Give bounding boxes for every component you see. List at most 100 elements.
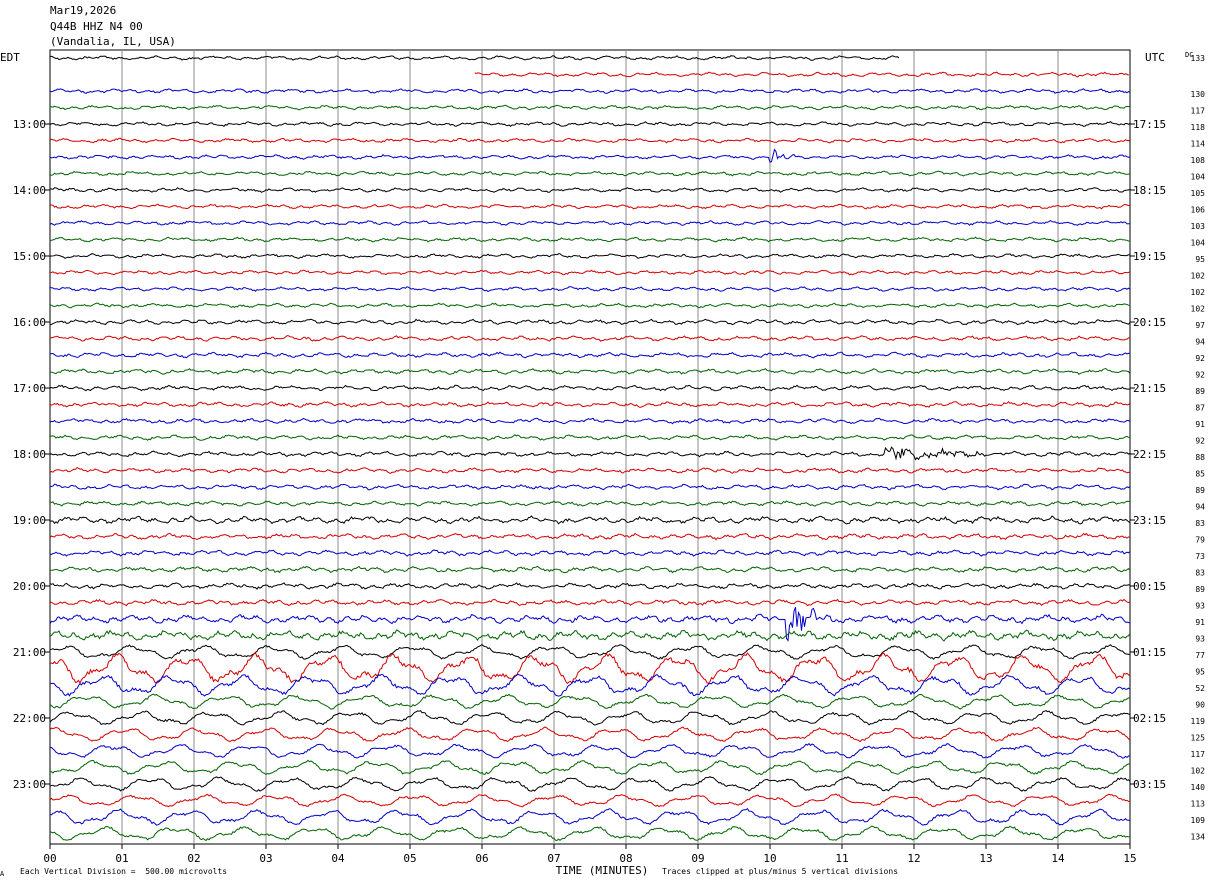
dc-offset-label: 94 (1195, 503, 1205, 512)
dc-offset-label: 103 (1191, 222, 1206, 231)
edt-hour-label: 19:00 (13, 514, 46, 527)
station-location: (Vandalia, IL, USA) (50, 35, 176, 48)
edt-hour-label: 14:00 (13, 184, 46, 197)
dc-offset-label: 92 (1195, 354, 1205, 363)
seismic-trace (49, 286, 1131, 293)
dc-offset-label: 91 (1195, 420, 1205, 429)
seismic-trace (49, 793, 1131, 808)
clip-note: Traces clipped at plus/minus 5 vertical … (662, 867, 899, 876)
seismic-trace (49, 446, 1131, 461)
seismic-trace (49, 219, 1130, 226)
dc-offset-label: 105 (1191, 189, 1206, 198)
edt-hour-label: 15:00 (13, 250, 46, 263)
seismic-trace (49, 400, 1131, 408)
dc-offset-label: 87 (1195, 404, 1205, 413)
seismic-trace (49, 269, 1131, 276)
dc-offset-label: 89 (1195, 387, 1205, 396)
x-tick-label: 00 (43, 852, 56, 865)
utc-hour-label: 03:15 (1133, 778, 1166, 791)
seismic-trace (49, 120, 1131, 127)
x-tick-label: 06 (475, 852, 488, 865)
dc-offset-label: 119 (1191, 717, 1206, 726)
x-tick-label: 09 (691, 852, 704, 865)
dc-offset-label: 102 (1191, 272, 1206, 281)
dc-offset-label: 140 (1191, 783, 1206, 792)
seismic-trace (49, 302, 1131, 309)
seismic-trace (49, 384, 1131, 392)
seismic-trace (49, 759, 1131, 776)
station-code: Q44B HHZ N4 00 (50, 20, 143, 33)
seismic-trace (49, 55, 900, 61)
dc-offset-label: 104 (1191, 239, 1206, 248)
seismic-trace (49, 318, 1131, 326)
seismic-trace (49, 483, 1131, 491)
seismic-trace (49, 726, 1131, 743)
seismic-trace (49, 742, 1131, 759)
dc-label: DC (1185, 51, 1193, 59)
dc-offset-label: 83 (1195, 569, 1205, 578)
dc-offset-label: 130 (1191, 90, 1206, 99)
dc-offset-label: 92 (1195, 371, 1205, 380)
x-tick-label: 05 (403, 852, 416, 865)
seismic-trace (49, 710, 1131, 726)
dc-offset-label: 93 (1195, 635, 1205, 644)
seismic-trace (49, 434, 1131, 441)
edt-hour-label: 16:00 (13, 316, 46, 329)
dc-offset-label: 113 (1191, 800, 1206, 809)
utc-hour-label: 01:15 (1133, 646, 1166, 659)
dc-offset-label: 90 (1195, 701, 1205, 710)
dc-offset-label: 102 (1191, 288, 1206, 297)
dc-offset-label: 79 (1195, 536, 1205, 545)
seismic-trace (49, 607, 1131, 642)
dc-offset-label: 83 (1195, 519, 1205, 528)
edt-hour-label: 20:00 (13, 580, 46, 593)
x-tick-label: 14 (1051, 852, 1065, 865)
x-tick-label: 12 (907, 852, 920, 865)
seismic-trace (49, 417, 1131, 425)
x-tick-label: 01 (115, 852, 128, 865)
x-tick-label: 08 (619, 852, 632, 865)
seismic-trace (49, 252, 1130, 259)
dc-offset-label: 95 (1195, 255, 1205, 264)
plot-frame (49, 49, 1131, 845)
seismic-trace (49, 368, 1131, 375)
utc-hour-label: 00:15 (1133, 580, 1166, 593)
dc-offset-label: 52 (1195, 684, 1205, 693)
seismic-trace (49, 88, 1131, 94)
dc-offset-label: 117 (1191, 750, 1206, 759)
dc-offset-label: 117 (1191, 107, 1206, 116)
dc-offset-label: 88 (1195, 453, 1205, 462)
seismic-trace (49, 565, 1131, 574)
seismic-trace (49, 532, 1131, 541)
seismic-trace (49, 776, 1131, 792)
dc-offset-label: 102 (1191, 767, 1206, 776)
seismic-trace (49, 643, 1131, 661)
dc-offset-label: 134 (1191, 833, 1206, 842)
utc-hour-label: 18:15 (1133, 184, 1166, 197)
dc-offset-label: 91 (1195, 618, 1205, 627)
dc-offset-label: 104 (1191, 173, 1206, 182)
dc-offset-label: 97 (1195, 321, 1205, 330)
x-tick-label: 11 (835, 852, 848, 865)
dc-offset-label: 93 (1195, 602, 1205, 611)
seismic-trace (49, 137, 1131, 144)
x-tick-label: 04 (331, 852, 345, 865)
seismic-trace (474, 71, 1129, 78)
x-tick-label: 15 (1123, 852, 1136, 865)
seismic-trace (49, 466, 1131, 474)
seismic-trace (49, 598, 1131, 607)
seismic-trace (49, 203, 1131, 210)
plot-date: Mar19,2026 (50, 4, 117, 17)
seismic-trace (49, 500, 1131, 507)
dc-offset-label: 102 (1191, 305, 1206, 314)
dc-offset-label: 92 (1195, 437, 1205, 446)
footer-mark: A (0, 870, 5, 878)
dc-offset-label: 73 (1195, 552, 1205, 561)
dc-offset-label: 109 (1191, 816, 1206, 825)
seismic-trace (49, 236, 1131, 243)
dc-offset-label: 77 (1195, 651, 1205, 660)
seismic-trace (49, 187, 1131, 193)
seismic-trace (49, 807, 1131, 826)
x-axis-label: TIME (MINUTES) (556, 864, 649, 877)
seismic-trace (49, 335, 1131, 342)
